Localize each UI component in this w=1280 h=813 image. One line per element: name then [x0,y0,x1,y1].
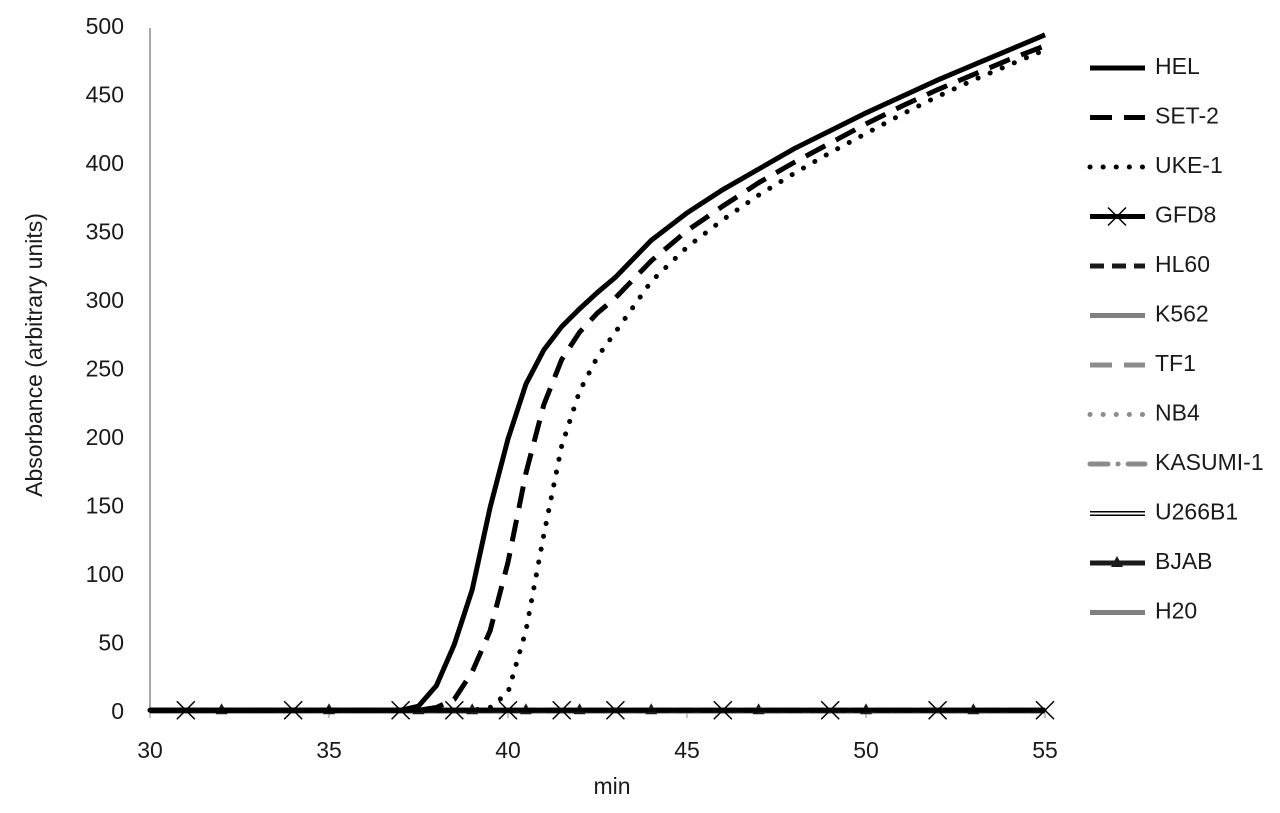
y-tick-label: 450 [86,82,124,108]
series-marker [444,700,464,720]
legend-label: KASUMI-1 [1155,449,1264,475]
legend-label: K562 [1155,301,1209,327]
x-tick-label: 35 [316,737,342,763]
series-line [150,43,1046,713]
y-tick-label: 250 [86,356,124,382]
legend-label: H20 [1155,598,1197,624]
x-axis-label: min [593,773,630,799]
y-tick-label: 400 [86,150,124,176]
y-axis-label: Absorbance (arbitrary units) [21,213,47,497]
series-marker [605,700,625,720]
legend-label: SET-2 [1155,103,1219,129]
x-tick-label: 40 [495,737,521,763]
legend-label: GFD8 [1155,202,1216,228]
y-tick-label: 0 [111,698,124,724]
legend-marker [1111,556,1123,567]
x-tick-label: 55 [1032,737,1058,763]
y-tick-label: 350 [86,219,124,245]
series-marker [1035,700,1055,720]
x-tick-label: 50 [853,737,879,763]
x-tick-label: 45 [674,737,700,763]
y-tick-label: 500 [86,13,124,39]
legend-marker [1107,206,1127,227]
y-tick-label: 150 [86,493,124,519]
series-marker [820,700,840,720]
legend-label: UKE-1 [1155,152,1223,178]
legend-label: NB4 [1155,400,1200,426]
y-tick-label: 100 [86,561,124,587]
series-marker [552,700,572,720]
series-line [150,32,1046,713]
series-marker [928,700,948,720]
legend-label: U266B1 [1155,499,1238,525]
y-tick-label: 300 [86,287,124,313]
series-marker [498,700,518,720]
legend-label: BJAB [1155,548,1213,574]
legend-label: HEL [1155,53,1200,79]
y-tick-label: 200 [86,424,124,450]
legend-label: TF1 [1155,350,1196,376]
legend-label: HL60 [1155,251,1210,277]
series-marker [713,700,733,720]
series-line [147,47,1048,713]
y-tick-label: 50 [98,630,124,656]
x-tick-label: 30 [137,737,163,763]
